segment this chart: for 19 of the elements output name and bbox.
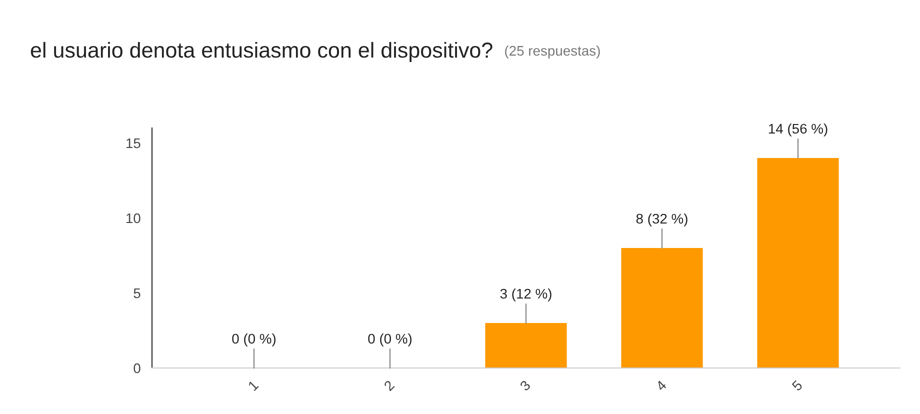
chart-subtitle: (25 respuestas) — [505, 46, 600, 58]
x-tick-label: 4 — [655, 380, 667, 392]
data-label: 0 (0 %) — [368, 333, 412, 346]
data-label: 14 (56 %) — [768, 123, 828, 136]
bar — [757, 158, 839, 368]
chart-title: el usuario denota entusiasmo con el dispositivo? — [30, 42, 492, 62]
x-tick-label: 5 — [791, 380, 803, 392]
x-tick-label: 3 — [519, 380, 531, 392]
y-tick-label: 5 — [134, 288, 140, 298]
data-label: 8 (32 %) — [636, 213, 688, 226]
x-tick-label: 1 — [248, 380, 259, 391]
y-tick-label: 0 — [134, 363, 140, 374]
bar — [485, 323, 567, 368]
data-label: 0 (0 %) — [232, 333, 276, 346]
y-tick-label: 10 — [126, 213, 140, 224]
y-tick-label: 15 — [126, 138, 140, 148]
data-label: 3 (12 %) — [500, 288, 552, 302]
bar — [621, 248, 703, 368]
x-tick-label: 2 — [383, 380, 395, 392]
